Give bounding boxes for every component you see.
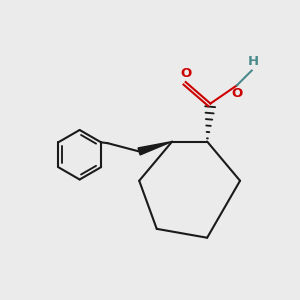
Text: O: O	[231, 87, 242, 100]
Polygon shape	[138, 142, 172, 155]
Text: H: H	[248, 55, 259, 68]
Text: O: O	[180, 68, 191, 80]
